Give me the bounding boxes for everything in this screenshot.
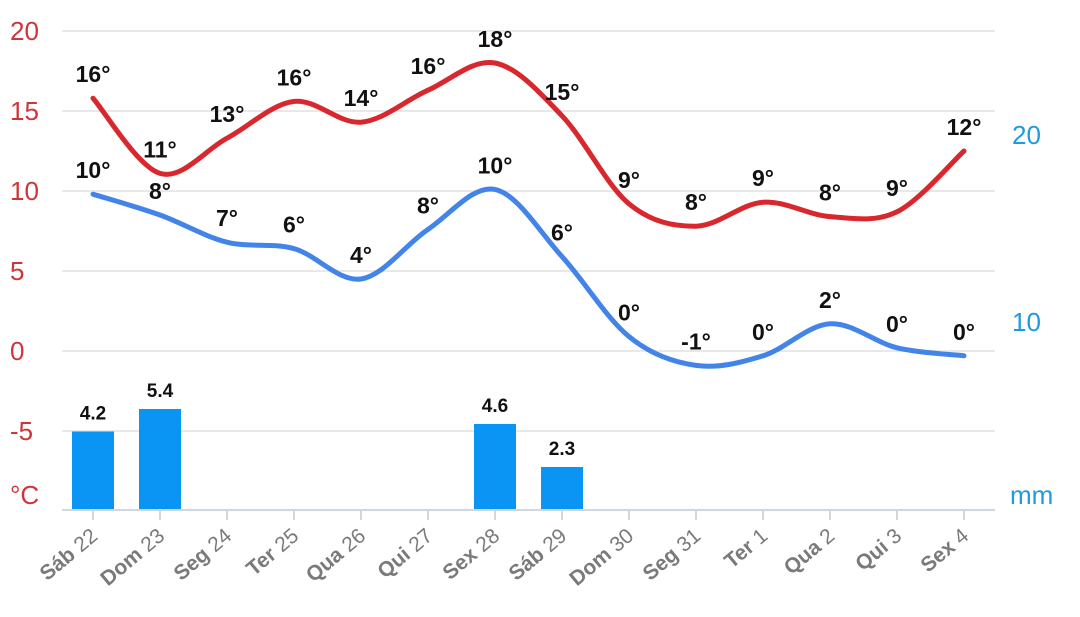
min-temp-label: 10° — [478, 152, 513, 178]
min-temp-label: 0° — [618, 300, 640, 326]
precipitation-bar — [474, 423, 516, 510]
x-tick-label: Ter 25 — [242, 524, 303, 580]
max-temp-label: 16° — [76, 61, 111, 87]
x-tick-label: Seg 31 — [639, 524, 706, 585]
x-tick-label: Sáb 29 — [505, 524, 572, 585]
min-temp-label: 10° — [76, 157, 111, 183]
max-temp-label: 13° — [210, 101, 245, 127]
min-temp-label: 6° — [551, 220, 573, 246]
y-left-tick-label: -5 — [10, 416, 33, 446]
x-tick-label: Qua 2 — [780, 524, 840, 579]
bar-value-label: 5.4 — [147, 381, 174, 402]
max-temp-label: 9° — [618, 167, 640, 193]
x-tick-label: Dom 23 — [96, 524, 169, 590]
min-temp-label: 0° — [886, 311, 908, 337]
min-temp-label: 2° — [819, 287, 841, 313]
y-right-unit: mm — [1010, 480, 1053, 510]
max-temp-label: 9° — [752, 165, 774, 191]
x-tick-label: Qui 3 — [851, 524, 906, 575]
y-right-tick-label: 20 — [1012, 120, 1041, 150]
max-temp-label: 15° — [545, 79, 580, 105]
bar-value-label: 2.3 — [549, 439, 575, 460]
precipitation-bar — [139, 409, 181, 510]
y-left-tick-label: 20 — [10, 16, 39, 46]
bar-value-label: 4.6 — [482, 396, 508, 417]
min-temp-label: 7° — [216, 205, 238, 231]
x-tick-label: Sex 4 — [916, 524, 973, 577]
min-temp-label: 0° — [752, 319, 774, 345]
min-temp-line — [90, 186, 967, 369]
max-temp-label: 11° — [143, 136, 177, 162]
y-left-tick-label: 5 — [10, 256, 24, 286]
max-temp-label: 16° — [411, 53, 446, 79]
max-temp-label: 12° — [947, 114, 982, 140]
y-right-tick-label: 10 — [1012, 307, 1041, 337]
grid-layer — [62, 30, 995, 432]
x-tick-label: Qua 26 — [302, 524, 370, 587]
x-tick-label: Dom 30 — [565, 524, 638, 590]
min-temp-label: 8° — [149, 178, 171, 204]
precipitation-bars — [72, 409, 583, 510]
precipitation-bar — [72, 431, 114, 510]
min-temp-label: 0° — [953, 319, 975, 345]
max-temp-label: 8° — [685, 189, 707, 215]
max-temp-label: 16° — [277, 64, 312, 90]
x-tick-label: Sáb 22 — [36, 524, 103, 585]
y-left-unit: °C — [10, 480, 39, 510]
max-temp-label: 9° — [886, 175, 908, 201]
x-tick-label: Ter 1 — [720, 524, 772, 573]
max-temp-label: 8° — [819, 180, 841, 206]
x-tick-label: Qui 27 — [373, 524, 437, 583]
x-tick-label: Seg 24 — [170, 524, 237, 585]
precipitation-bar — [541, 466, 583, 510]
y-left-tick-label: 10 — [10, 176, 39, 206]
min-temp-label: -1° — [681, 328, 711, 354]
y-left-tick-label: 0 — [10, 336, 24, 366]
max-temp-line — [90, 59, 967, 229]
min-temp-label: 8° — [417, 192, 439, 218]
temperature-lines — [90, 59, 967, 369]
min-temp-label: 4° — [350, 242, 372, 268]
x-tick-label: Sex 28 — [438, 524, 504, 584]
min-temp-label: 6° — [283, 212, 305, 238]
max-temp-label: 14° — [344, 85, 379, 111]
bar-value-label: 4.2 — [80, 403, 106, 424]
y-left-tick-label: 15 — [10, 96, 39, 126]
data-labels: 4.2 5.4 4.6 2.3 16° 11° 13° 16° 14° 16° 18° 15° 9° 8°… — [76, 26, 982, 460]
max-temp-label: 18° — [478, 26, 513, 52]
